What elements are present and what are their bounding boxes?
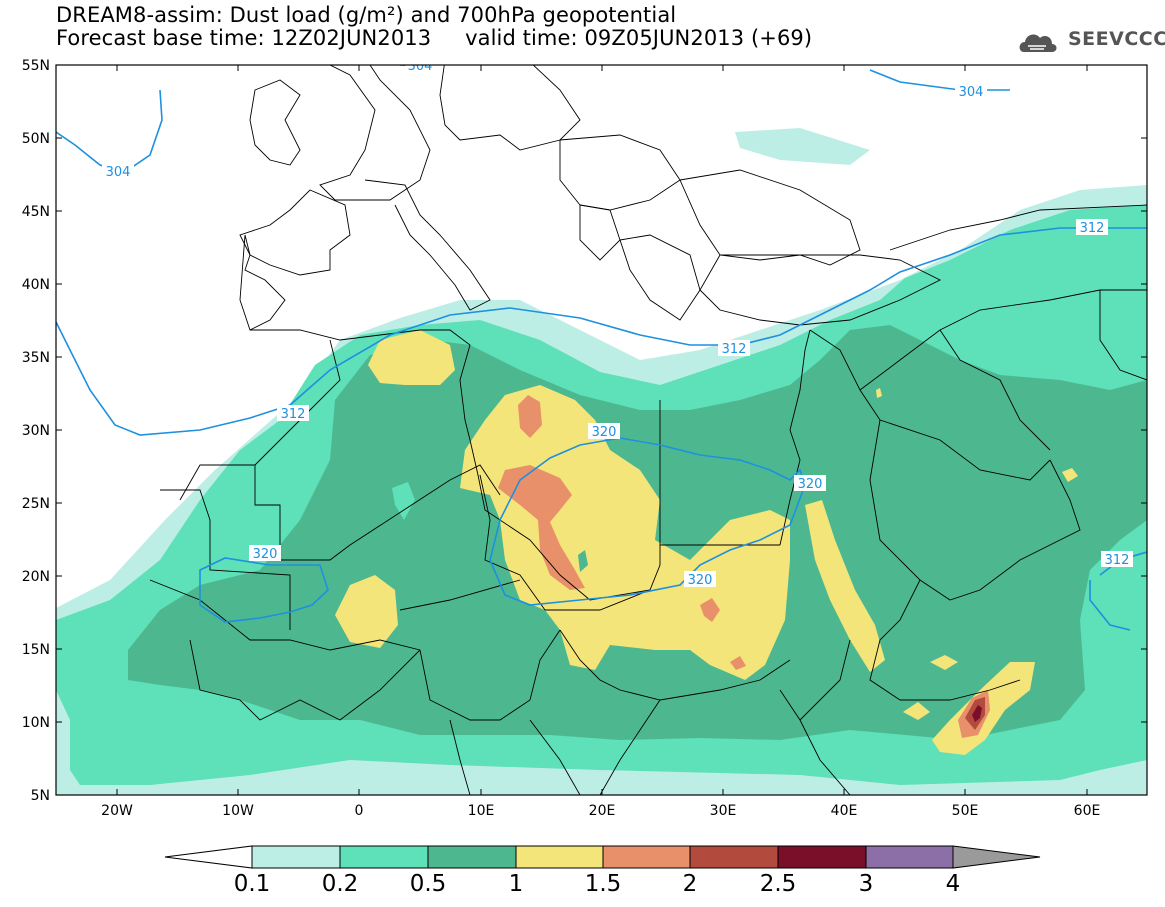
colorbar-label: 3	[858, 871, 874, 897]
contour-label-text: 320	[688, 573, 713, 588]
dust-level-1-redsea	[805, 500, 885, 672]
lat-label: 15N	[22, 642, 50, 658]
lon-label: 20E	[589, 803, 616, 819]
colorbar-label: 2.5	[759, 871, 797, 897]
dust-level-1-5-sudan-south	[730, 656, 746, 670]
contour-label-320d: 320	[684, 571, 716, 588]
colorbar-swatch	[777, 845, 867, 869]
dust-level-1-iraq	[876, 388, 882, 398]
dust-hole-west	[392, 482, 415, 520]
colorbar-swatch	[251, 845, 341, 869]
lat-label: 45N	[22, 204, 50, 220]
colorbar-swatch	[602, 845, 691, 869]
colorbar-arrow-low	[164, 845, 253, 869]
dust-hole	[578, 550, 588, 572]
cloud-icon	[1019, 34, 1057, 52]
dust-level-1-algeria	[368, 330, 455, 385]
contour-label-text: 304	[959, 85, 984, 100]
lon-label: 20W	[101, 803, 133, 819]
dust-level-1-5-libya-north	[518, 395, 542, 438]
country-borders	[149, 65, 1147, 795]
contour-label-text: 320	[592, 425, 617, 440]
contour-label-text: 304	[106, 165, 131, 180]
contour-label-320a: 320	[249, 545, 281, 562]
lat-label: 25N	[22, 496, 50, 512]
dust-level-1-oman	[1062, 468, 1078, 482]
dust-level-1-5-sudan	[700, 598, 720, 622]
contour-label-text: 312	[1105, 553, 1130, 568]
logo-text: SEEVCCC	[1068, 28, 1165, 50]
colorbar-swatch	[515, 845, 604, 869]
lat-label: 35N	[22, 350, 50, 366]
contour-label-312c: 312	[1076, 219, 1108, 236]
colorbar-label: 1	[508, 871, 524, 897]
contour-label-text: 312	[281, 407, 306, 422]
contour-label-text: 312	[722, 342, 747, 357]
lat-label: 55N	[22, 58, 50, 74]
colorbar-label: 0.1	[233, 871, 271, 897]
colorbar-swatch	[427, 845, 517, 869]
dust-load-map: 304 304 304 312 312 312 312 320 320 320 …	[22, 58, 1148, 819]
contour-label-304a: 304	[102, 163, 134, 180]
contour-label-312b: 312	[718, 340, 750, 357]
chart-title: DREAM8-assim: Dust load (g/m²) and 700hP…	[56, 3, 677, 27]
contour-label-320b: 320	[588, 423, 620, 440]
contour-label-312d: 312	[1101, 551, 1133, 568]
colorbar-swatch	[339, 845, 429, 869]
lon-label: 60E	[1074, 803, 1101, 819]
lon-label: 50E	[952, 803, 979, 819]
colorbar-label: 0.5	[409, 871, 447, 897]
dust-level-1-aden	[903, 702, 930, 720]
colorbar-label: 4	[945, 871, 961, 897]
lon-label: 10E	[468, 803, 495, 819]
lat-label: 40N	[22, 277, 50, 293]
dust-level-1-5-libya	[498, 465, 585, 590]
geopotential-contours	[56, 65, 1147, 631]
colorbar-swatch	[689, 845, 779, 869]
lon-label: 40E	[831, 803, 858, 819]
dust-level-0-1-north	[735, 128, 870, 165]
colorbar-label: 1.5	[584, 871, 622, 897]
axis-ticks	[56, 64, 1147, 796]
dust-level-1-yemen	[930, 655, 958, 670]
dust-level-2-5	[972, 705, 982, 722]
contour-label-320c: 320	[794, 475, 826, 492]
lat-label: 20N	[22, 569, 50, 585]
colorbar	[164, 845, 1041, 869]
chart-subtitle: Forecast base time: 12Z02JUN2013 valid t…	[56, 26, 813, 50]
colorbar-label: 2	[682, 871, 698, 897]
lat-label: 30N	[22, 423, 50, 439]
contour-labels: 304 304 304 312 312 312 312 320 320 320 …	[102, 59, 1133, 588]
lat-label: 10N	[22, 715, 50, 731]
contour-label-text: 304	[408, 59, 433, 74]
contour-label-312a: 312	[277, 405, 309, 422]
lon-label: 0	[355, 803, 364, 819]
contour-label-304c: 304	[405, 59, 435, 74]
contour-label-text: 320	[798, 477, 823, 492]
lat-label: 5N	[31, 788, 50, 804]
contour-label-text: 312	[1080, 221, 1105, 236]
colorbar-swatch	[865, 845, 954, 869]
lon-label: 10W	[222, 803, 254, 819]
contour-label-304b: 304	[955, 83, 987, 100]
contour-label-text: 320	[253, 547, 278, 562]
colorbar-label: 0.2	[321, 871, 359, 897]
colorbar-arrow-high	[952, 845, 1041, 869]
dust-level-1-mali	[335, 575, 398, 648]
lat-label: 50N	[22, 131, 50, 147]
lon-label: 30E	[710, 803, 737, 819]
